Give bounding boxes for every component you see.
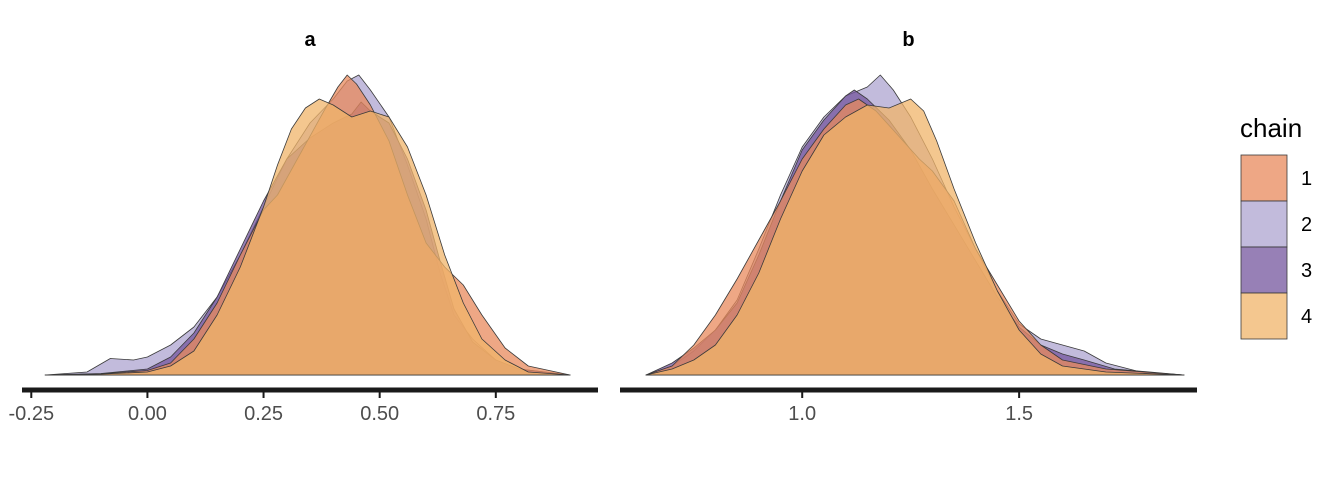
panel-title-b: b bbox=[902, 29, 914, 51]
x-tick-label-a: 0.50 bbox=[360, 403, 399, 425]
legend-label-chain-3: 3 bbox=[1301, 260, 1312, 282]
legend-title: chain bbox=[1240, 113, 1302, 143]
x-tick-label-a: 0.25 bbox=[244, 403, 283, 425]
density-area-a-chain-4 bbox=[44, 98, 571, 376]
legend-label-chain-4: 4 bbox=[1301, 306, 1312, 328]
x-tick-label-b: 1.0 bbox=[788, 403, 816, 425]
legend-key-chain-2 bbox=[1240, 200, 1288, 248]
legend-label-chain-2: 2 bbox=[1301, 214, 1312, 236]
x-tick-label-a: -0.25 bbox=[8, 403, 54, 425]
legend-key-chain-1 bbox=[1240, 154, 1288, 202]
x-tick-label-a: 0.75 bbox=[476, 403, 515, 425]
x-tick-label-a: 0.00 bbox=[128, 403, 167, 425]
x-tick-label-b: 1.5 bbox=[1005, 403, 1033, 425]
legend-label-chain-1: 1 bbox=[1301, 168, 1312, 190]
legend-key-chain-4 bbox=[1240, 292, 1288, 340]
legend-key-chain-3 bbox=[1240, 246, 1288, 294]
density-area-b-chain-4 bbox=[645, 98, 1185, 376]
panel-title-a: a bbox=[304, 29, 316, 51]
